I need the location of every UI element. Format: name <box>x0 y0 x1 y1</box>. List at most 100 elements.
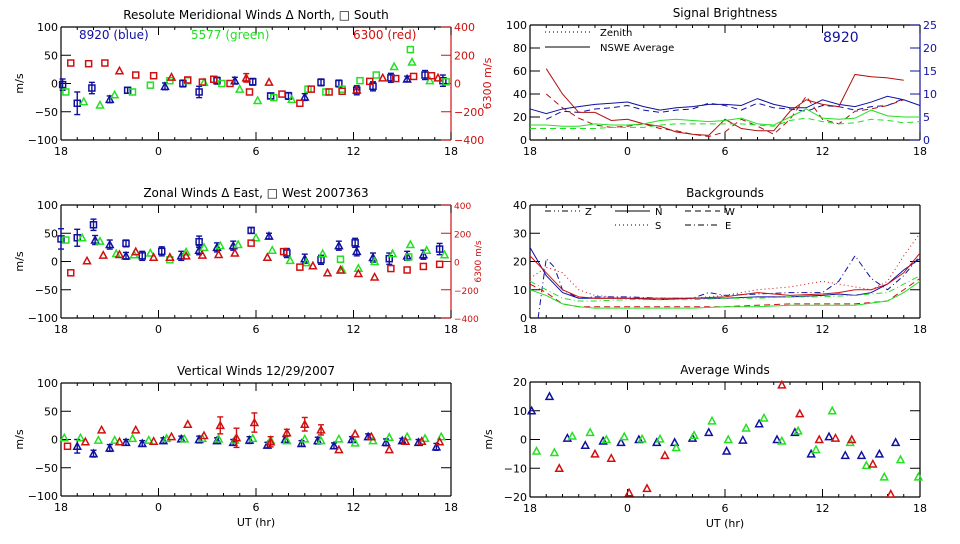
data-point-triangle <box>585 427 595 437</box>
series-line <box>529 247 921 301</box>
y-tick-label: 50 <box>44 49 58 62</box>
data-point-triangle <box>322 267 333 277</box>
data-point-triangle <box>526 405 537 415</box>
data-point-triangle <box>199 242 209 252</box>
y-axis-label: m/s <box>13 251 26 271</box>
data-point-triangle <box>389 61 399 71</box>
data-point-triangle <box>669 437 680 447</box>
data-point-square <box>84 59 93 68</box>
series-6300 <box>67 59 443 108</box>
y2-tick-label: 400 <box>454 21 475 34</box>
data-point-triangle <box>308 260 318 270</box>
data-point-triangle <box>425 75 435 85</box>
x-axis-label: UT (hr) <box>706 517 744 530</box>
data-point-triangle <box>95 99 105 109</box>
y-tick-label: 50 <box>44 405 58 418</box>
series-line <box>530 108 920 127</box>
data-point-triangle <box>213 249 224 259</box>
data-point-triangle <box>655 433 665 443</box>
x-tick-label: 18 <box>523 145 537 158</box>
series-6300 <box>554 379 896 498</box>
y-tick-label: −20 <box>504 491 527 504</box>
data-point-triangle <box>811 444 821 454</box>
x-tick-label: 6 <box>253 145 260 158</box>
data-point-square <box>317 78 325 87</box>
data-point-triangle <box>350 437 360 447</box>
data-point-triangle <box>421 245 432 254</box>
y-tick-label: 0 <box>520 434 527 447</box>
data-point-triangle <box>160 81 170 91</box>
series-line <box>545 68 904 136</box>
x-tick-label: 18 <box>523 323 537 336</box>
data-point-triangle <box>114 249 125 259</box>
data-point-triangle <box>827 405 838 415</box>
series-line <box>529 95 921 115</box>
data-point-triangle <box>282 427 292 437</box>
data-point-square <box>387 264 395 273</box>
data-point-triangle <box>806 448 816 458</box>
data-point-triangle <box>282 435 292 445</box>
chart-title: Resolute Meridional Winds Δ North, □ Sou… <box>123 8 389 22</box>
data-point-triangle <box>384 432 395 441</box>
data-point-triangle <box>405 239 416 249</box>
y-tick-label: 100 <box>37 199 58 212</box>
data-point-triangle <box>369 256 380 266</box>
data-point-triangle <box>418 249 429 259</box>
x-tick-label: 18 <box>913 145 927 158</box>
data-point-triangle <box>296 438 307 448</box>
series-8920 <box>72 431 442 458</box>
data-point-triangle <box>329 440 339 450</box>
data-point-triangle <box>754 418 764 428</box>
legend-label: S <box>655 221 661 232</box>
data-point-triangle <box>130 246 141 256</box>
data-point-triangle <box>104 94 115 104</box>
data-point-triangle <box>286 94 297 104</box>
x-tick-label: 6 <box>253 323 260 336</box>
series-8920 <box>57 218 444 266</box>
data-point-square <box>392 74 400 83</box>
data-point-triangle <box>98 250 109 259</box>
data-point-square <box>427 71 436 80</box>
data-point-triangle <box>413 437 424 447</box>
data-point-triangle <box>580 440 591 449</box>
y2-tick-label: 15 <box>923 65 937 78</box>
data-point-triangle <box>759 412 769 422</box>
data-point-triangle <box>606 453 617 462</box>
y2-axis-label: 6300 m/s <box>481 57 494 109</box>
data-point-square <box>67 269 75 277</box>
data-point-triangle <box>95 236 105 245</box>
y2-tick-label: 20 <box>923 42 937 55</box>
data-point-square <box>88 84 96 92</box>
data-point-triangle <box>285 255 295 265</box>
data-point-triangle <box>384 444 395 454</box>
y-tick-label: −100 <box>28 312 58 325</box>
x-tick-label: 18 <box>523 502 537 515</box>
annotation-blue: 8920 (blue) <box>79 28 149 42</box>
data-point-triangle <box>75 432 86 442</box>
data-point-triangle <box>267 245 278 254</box>
data-point-square <box>336 255 345 263</box>
data-point-triangle <box>431 441 442 451</box>
y2-tick-label: 0 <box>454 78 461 91</box>
data-point-square <box>195 88 203 96</box>
data-point-triangle <box>351 84 362 94</box>
series-line <box>529 275 921 302</box>
data-point-square <box>279 247 288 256</box>
y-tick-label: 100 <box>506 19 527 32</box>
data-point-triangle <box>381 437 391 447</box>
data-point-triangle <box>249 417 260 427</box>
data-point-triangle <box>777 379 787 389</box>
x-tick-label: 12 <box>347 323 361 336</box>
data-point-square <box>62 236 70 244</box>
x-tick-label: 12 <box>816 145 830 158</box>
data-point-square <box>338 87 346 96</box>
data-point-triangle <box>874 448 885 458</box>
data-point-triangle <box>824 431 834 441</box>
data-point-square <box>210 75 218 84</box>
data-point-square <box>372 71 380 79</box>
data-point-square <box>122 239 130 248</box>
data-point-triangle <box>265 436 276 446</box>
data-point-square <box>405 253 413 261</box>
y-tick-label: 0 <box>51 78 58 91</box>
